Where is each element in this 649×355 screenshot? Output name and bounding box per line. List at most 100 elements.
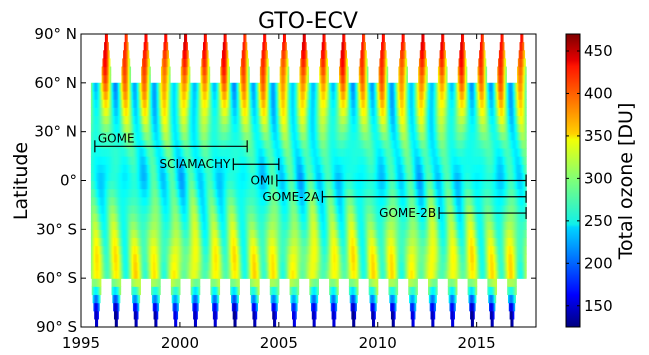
heatmap-cell: [106, 34, 108, 43]
heatmap-cell: [103, 245, 105, 255]
heatmap-cell: [117, 131, 119, 141]
heatmap-cell: [126, 58, 128, 68]
heatmap-cell: [148, 156, 151, 165]
heatmap-cell: [92, 221, 94, 230]
heatmap-cell: [130, 237, 132, 247]
heatmap-cell: [142, 156, 145, 165]
heatmap-cell: [136, 229, 138, 239]
heatmap-cell: [95, 318, 97, 327]
heatmap-cell: [151, 253, 153, 263]
heatmap-cell: [147, 172, 150, 182]
heatmap-cell: [120, 237, 122, 247]
heatmap-cell: [122, 204, 124, 214]
heatmap-cell: [137, 221, 140, 230]
heatmap-cell: [106, 180, 108, 190]
heatmap-cell: [145, 74, 147, 84]
heatmap-cell: [97, 172, 99, 182]
heatmap-cell: [142, 172, 145, 182]
heatmap-cell: [142, 204, 144, 214]
heatmap-cell: [119, 253, 122, 263]
heatmap-cell: [120, 99, 122, 108]
heatmap-cell: [110, 90, 113, 100]
heatmap-cell: [141, 131, 143, 141]
heatmap-cell: [109, 172, 112, 182]
heatmap-cell: [154, 164, 156, 173]
heatmap-cell: [95, 188, 98, 198]
heatmap-cell: [107, 115, 109, 125]
heatmap-cell: [127, 164, 130, 173]
heatmap-cell: [108, 196, 110, 206]
heatmap-cell: [114, 278, 117, 287]
heatmap-cell: [142, 180, 144, 190]
heatmap-cell: [131, 213, 133, 222]
heatmap-cell: [151, 221, 154, 230]
heatmap-cell: [99, 82, 102, 92]
heatmap-cell: [107, 188, 109, 198]
heatmap-cell: [107, 123, 109, 133]
heatmap-cell: [143, 196, 146, 206]
heatmap-cell: [104, 204, 106, 214]
heatmap-cell: [145, 213, 147, 222]
heatmap-cell: [130, 196, 132, 206]
heatmap-cell: [130, 123, 132, 133]
heatmap-cell: [90, 131, 93, 141]
heatmap-cell: [93, 164, 95, 173]
heatmap-cell: [113, 229, 116, 239]
heatmap-cell: [155, 156, 157, 165]
heatmap-cell: [149, 66, 151, 76]
heatmap-cell: [137, 156, 140, 165]
heatmap-cell: [107, 66, 109, 76]
heatmap-cell: [150, 90, 152, 100]
heatmap-cell: [144, 50, 146, 60]
heatmap-cell: [98, 90, 100, 100]
heatmap-cell: [129, 147, 132, 157]
heatmap-cell: [123, 107, 125, 116]
heatmap-cell: [146, 66, 149, 76]
heatmap-cell: [137, 82, 140, 92]
heatmap-cell: [113, 196, 116, 206]
heatmap-cell: [101, 115, 104, 125]
heatmap-cell: [97, 123, 99, 133]
heatmap-cell: [128, 253, 131, 263]
heatmap-cell: [109, 66, 111, 76]
heatmap-cell: [145, 58, 147, 68]
heatmap-cell: [150, 237, 152, 247]
heatmap-cell: [136, 147, 138, 157]
heatmap-cell: [134, 82, 136, 92]
heatmap-cell: [91, 213, 94, 222]
heatmap-cell: [101, 188, 104, 198]
heatmap-cell: [110, 172, 113, 182]
heatmap-cell: [136, 188, 138, 198]
heatmap-cell: [100, 270, 103, 279]
heatmap-cell: [111, 139, 113, 149]
heatmap-cell: [146, 139, 149, 149]
heatmap-cell: [136, 270, 138, 279]
heatmap-cell: [104, 261, 107, 271]
heatmap-cell: [118, 172, 120, 182]
heatmap-cell: [145, 188, 147, 198]
heatmap-cell: [104, 172, 107, 182]
heatmap-cell: [110, 213, 113, 222]
heatmap-cell: [94, 172, 96, 182]
heatmap-cell: [93, 82, 95, 92]
heatmap-cell: [124, 58, 127, 68]
heatmap-cell: [115, 131, 118, 141]
heatmap-cell: [156, 172, 159, 182]
heatmap-cell: [111, 237, 113, 247]
heatmap-cell: [131, 245, 133, 255]
heatmap-cell: [113, 172, 115, 182]
heatmap-cell: [130, 261, 132, 271]
heatmap-cell: [93, 237, 95, 247]
heatmap-cell: [90, 90, 93, 100]
heatmap-cell: [139, 99, 141, 108]
heatmap-cell: [102, 147, 104, 157]
heatmap-cell: [138, 237, 141, 247]
heatmap-cell: [130, 213, 132, 222]
heatmap-cell: [148, 90, 151, 100]
heatmap-cell: [151, 188, 154, 198]
heatmap-cell: [145, 107, 147, 116]
heatmap-cell: [121, 270, 123, 279]
heatmap-cell: [142, 164, 144, 173]
heatmap-cell: [149, 196, 151, 206]
heatmap-cell: [104, 237, 106, 247]
